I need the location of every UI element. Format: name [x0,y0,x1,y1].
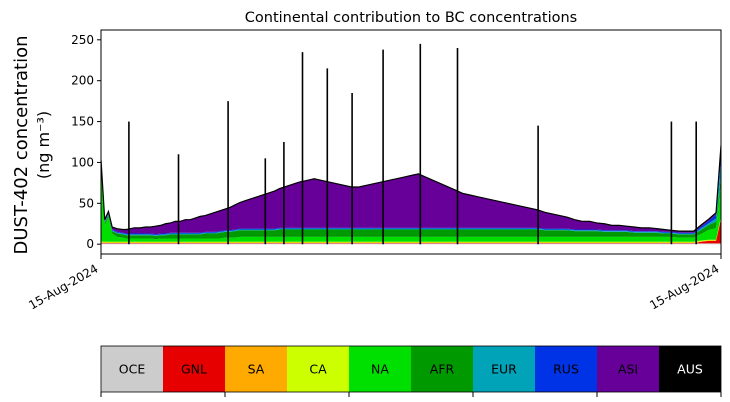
legend-swatch-oce [101,346,163,392]
y-tick-label: 50 [79,196,94,210]
legend-label-rus: RUS [553,362,579,377]
legend-swatch-rus [535,346,597,392]
y-tick-label: 100 [71,155,94,169]
legend-label-afr: AFR [430,362,455,377]
y-axis-label: DUST-402 concentration (ng m⁻³) [11,35,53,254]
legend-label-ca: CA [309,362,327,377]
legend-label-sa: SA [248,362,265,377]
continent-legend: OCE GNL SA CA NA AFR EUR RUS ASI AUS [100,345,722,397]
legend-frame [100,345,722,393]
y-tick-label: 0 [86,237,94,251]
area-asi [101,145,721,235]
legend-swatch-gnl [163,346,225,392]
y-tick-label: 150 [71,115,94,129]
legend-label-na: NA [371,362,389,377]
legend-swatch-sa [225,346,287,392]
legend-label-gnl: GNL [181,362,207,377]
stacked-areas [101,43,721,245]
legend-label-asi: ASI [618,362,638,377]
legend-label-eur: EUR [491,362,517,377]
chart-title: Continental contribution to BC concentra… [245,10,577,26]
legend-label-oce: OCE [119,362,146,377]
y-tick-label: 250 [71,33,94,47]
y-axis-label-line1: DUST-402 concentration [11,35,32,254]
legend-swatch-ca [287,346,349,392]
plot-frame [100,29,722,255]
legend-swatch-aus [659,346,721,392]
area-oce [101,243,721,245]
y-tick-label: 200 [71,74,94,88]
legend-swatch-afr [411,346,473,392]
legend-label-aus: AUS [677,362,703,377]
total-outline [101,145,721,232]
x-tick-label-start: 15-Aug-2024 [26,261,100,312]
legend-swatch-eur [473,346,535,392]
x-tick-label-end: 15-Aug-2024 [647,261,721,312]
legend-swatch-asi [597,346,659,392]
y-axis-label-line2: (ng m⁻³) [34,111,53,179]
legend-swatch-na [349,346,411,392]
y-axis-ticks: 0 50 100 150 200 250 [71,33,101,251]
